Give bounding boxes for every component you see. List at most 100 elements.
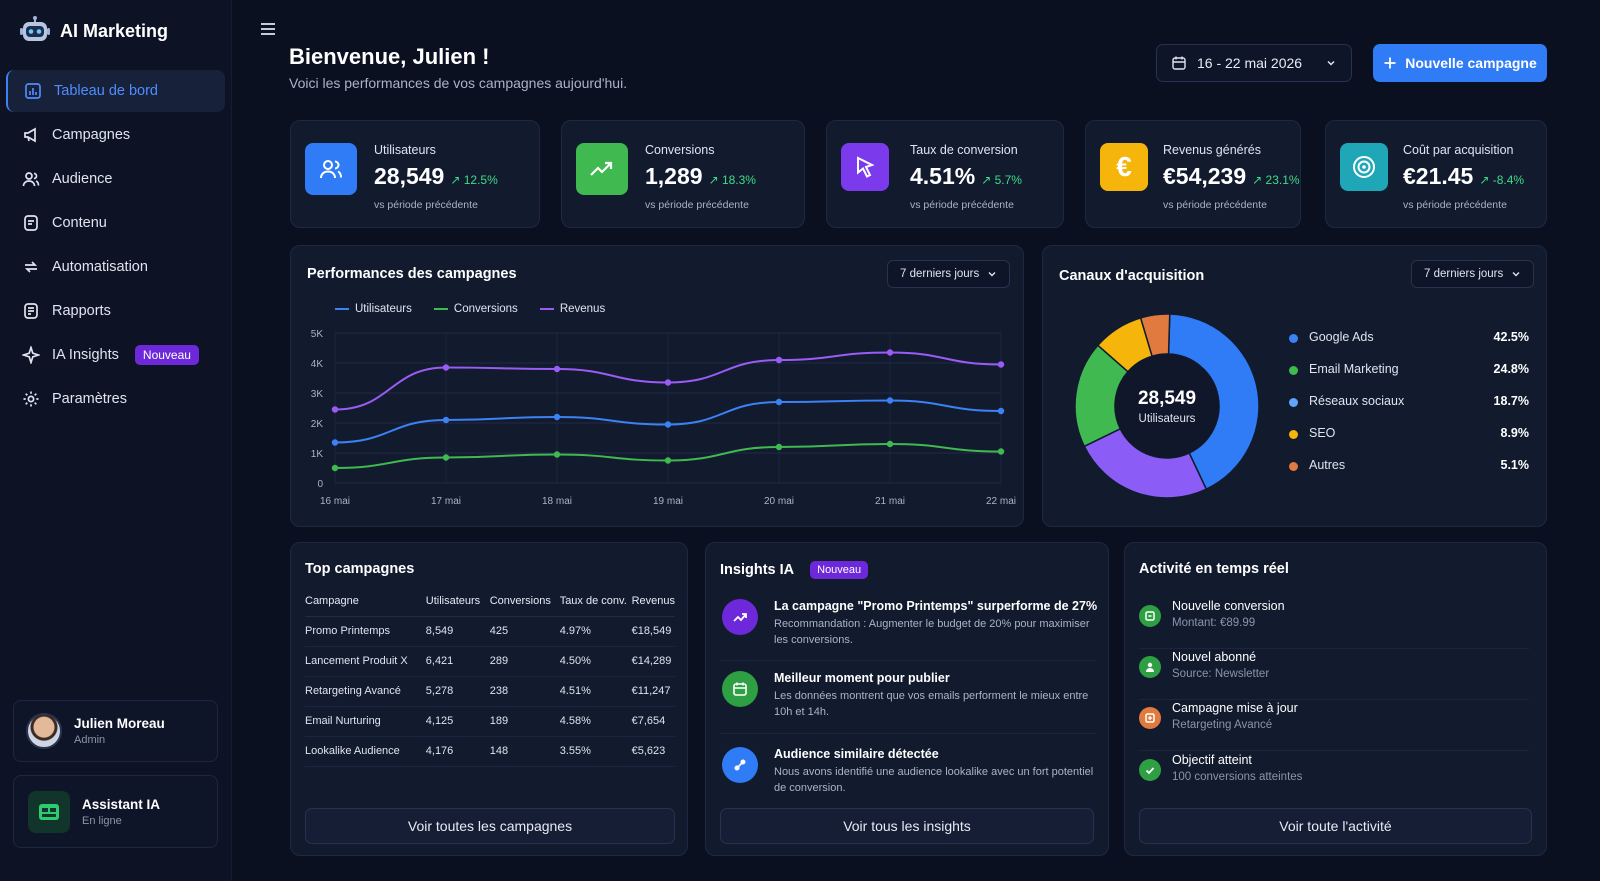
channel-legend-row[interactable]: SEO 8.9% bbox=[1289, 425, 1529, 445]
kpi-icon-bg bbox=[1340, 143, 1388, 191]
data-point[interactable] bbox=[442, 364, 450, 371]
data-point[interactable] bbox=[775, 443, 783, 451]
view-all-campaigns-button[interactable]: Voir toutes les campagnes bbox=[305, 808, 675, 844]
kpi-card-revenue[interactable]: € Revenus générés €54,239 ↗ 23.1% vs péri… bbox=[1085, 120, 1301, 228]
data-point[interactable] bbox=[331, 406, 339, 413]
data-point[interactable] bbox=[664, 421, 672, 428]
kpi-card-conversion-rate[interactable]: Taux de conversion 4.51% ↗ 5.7% vs périod… bbox=[826, 120, 1064, 228]
data-point[interactable] bbox=[886, 397, 894, 404]
performance-title: Performances des campagnes bbox=[307, 266, 517, 282]
sidebar-item-campaigns[interactable]: Campagnes bbox=[6, 114, 225, 156]
view-all-activity-button[interactable]: Voir toute l'activité bbox=[1139, 808, 1532, 844]
new-badge: Nouveau bbox=[810, 561, 869, 579]
data-point[interactable] bbox=[997, 407, 1005, 415]
kpi-icon-bg bbox=[305, 143, 357, 195]
user-role: Admin bbox=[74, 734, 106, 746]
table-row[interactable]: Lancement Produit X 6,421 289 4.50% €14,289 bbox=[305, 646, 675, 677]
column-header[interactable]: Utilisateurs bbox=[425, 586, 490, 617]
hamburger-menu-icon[interactable] bbox=[258, 20, 278, 38]
user-profile-card[interactable]: Julien Moreau Admin bbox=[13, 700, 218, 762]
activity-detail: Retargeting Avancé bbox=[1172, 719, 1273, 731]
sidebar-item-dashboard[interactable]: Tableau de bord bbox=[6, 70, 225, 112]
acquisition-range-select[interactable]: 7 derniers jours bbox=[1411, 260, 1535, 288]
sidebar-item-ia-insights[interactable]: IA Insights Nouveau bbox=[6, 334, 225, 376]
column-header[interactable]: Taux de conv. bbox=[559, 586, 632, 617]
table-row[interactable]: Email Nurturing 4,125 189 4.58% €7,654 bbox=[305, 706, 675, 737]
performance-range-select[interactable]: 7 derniers jours bbox=[887, 260, 1011, 288]
sidebar-item-content[interactable]: Contenu bbox=[6, 202, 225, 244]
donut-hole bbox=[1115, 354, 1219, 458]
legend-item[interactable]: Conversions bbox=[433, 303, 518, 315]
data-point[interactable] bbox=[886, 349, 894, 356]
sidebar-item-settings[interactable]: Paramètres bbox=[6, 378, 225, 420]
channel-percent: 42.5% bbox=[1493, 330, 1529, 344]
cell-revenue: €7,654 bbox=[631, 706, 675, 737]
data-point[interactable] bbox=[664, 457, 672, 464]
activity-item[interactable]: Nouvel abonné Source: Newsletter bbox=[1139, 650, 1529, 700]
sidebar-item-audience[interactable]: Audience bbox=[6, 158, 225, 200]
kpi-value-text: €54,239 bbox=[1163, 163, 1247, 189]
activity-icon-bg bbox=[1139, 656, 1161, 678]
data-point[interactable] bbox=[997, 448, 1005, 455]
kpi-card-cpa[interactable]: Coût par acquisition €21.45 ↗ -8.4% vs pé… bbox=[1325, 120, 1547, 228]
date-range-picker[interactable]: 16 - 22 mai 2026 bbox=[1156, 44, 1352, 82]
column-header[interactable]: Revenus bbox=[631, 586, 675, 617]
data-point[interactable] bbox=[331, 464, 339, 472]
performance-card: Performances des campagnes 7 derniers jo… bbox=[290, 245, 1024, 527]
column-header[interactable]: Conversions bbox=[489, 586, 560, 617]
data-point[interactable] bbox=[775, 356, 783, 364]
cell-campaign: Lancement Produit X bbox=[305, 646, 426, 677]
data-point[interactable] bbox=[553, 451, 561, 458]
table-row[interactable]: Retargeting Avancé 5,278 238 4.51% €11,247 bbox=[305, 676, 675, 707]
legend-dot bbox=[1289, 398, 1298, 407]
sidebar-item-reports[interactable]: Rapports bbox=[6, 290, 225, 332]
channel-percent: 24.8% bbox=[1493, 362, 1529, 376]
data-point[interactable] bbox=[553, 413, 561, 421]
page-title: Bienvenue, Julien ! bbox=[289, 44, 490, 69]
legend-label: Revenus bbox=[559, 303, 606, 315]
sidebar-item-automation[interactable]: Automatisation bbox=[6, 246, 225, 288]
y-tick-label: 0 bbox=[317, 479, 323, 490]
legend-dot bbox=[1289, 366, 1298, 375]
table-row[interactable]: Promo Printemps 8,549 425 4.97% €18,549 bbox=[305, 616, 675, 647]
legend-dot bbox=[1289, 462, 1298, 471]
new-campaign-button[interactable]: Nouvelle campagne bbox=[1373, 44, 1547, 82]
kpi-icon-bg bbox=[576, 143, 628, 195]
channel-percent: 5.1% bbox=[1500, 458, 1530, 472]
channel-percent: 8.9% bbox=[1500, 426, 1530, 440]
table-row[interactable]: Lookalike Audience 4,176 148 3.55% €5,623 bbox=[305, 736, 675, 767]
activity-item[interactable]: Nouvelle conversion Montant: €89.99 bbox=[1139, 599, 1529, 649]
calendar-icon bbox=[733, 682, 747, 696]
brand[interactable]: AI Marketing bbox=[20, 16, 168, 46]
assistant-card[interactable]: Assistant IA En ligne bbox=[13, 775, 218, 848]
kpi-compare: vs période précédente bbox=[645, 199, 749, 211]
channel-legend-row[interactable]: Autres 5.1% bbox=[1289, 457, 1529, 477]
column-header[interactable]: Campagne bbox=[305, 586, 426, 617]
cell-revenue: €11,247 bbox=[631, 676, 675, 707]
channel-legend-row[interactable]: Google Ads 42.5% bbox=[1289, 329, 1529, 349]
kpi-compare: vs période précédente bbox=[1403, 199, 1507, 211]
kpi-card-users[interactable]: Utilisateurs 28,549 ↗ 12.5% vs période pr… bbox=[290, 120, 540, 228]
channel-legend-row[interactable]: Email Marketing 24.8% bbox=[1289, 361, 1529, 381]
assistant-icon bbox=[28, 790, 70, 833]
data-point[interactable] bbox=[775, 398, 783, 406]
data-point[interactable] bbox=[442, 416, 450, 424]
kpi-card-conversions[interactable]: Conversions 1,289 ↗ 18.3% vs période préc… bbox=[561, 120, 805, 228]
kpi-label: Coût par acquisition bbox=[1403, 143, 1514, 157]
data-point[interactable] bbox=[553, 365, 561, 373]
data-point[interactable] bbox=[886, 440, 894, 448]
activity-item[interactable]: Campagne mise à jour Retargeting Avancé bbox=[1139, 701, 1529, 751]
activity-detail: Source: Newsletter bbox=[1172, 668, 1270, 680]
cell-users: 4,176 bbox=[425, 736, 490, 767]
link-icon bbox=[734, 759, 746, 771]
view-all-insights-button[interactable]: Voir tous les insights bbox=[720, 808, 1094, 844]
activity-item[interactable]: Objectif atteint 100 conversions atteint… bbox=[1139, 753, 1529, 803]
y-tick-label: 5K bbox=[311, 329, 324, 340]
legend-item[interactable]: Utilisateurs bbox=[335, 303, 412, 315]
data-point[interactable] bbox=[331, 439, 339, 446]
legend-item[interactable]: Revenus bbox=[539, 303, 606, 315]
data-point[interactable] bbox=[997, 361, 1005, 368]
data-point[interactable] bbox=[664, 379, 672, 386]
channel-legend-row[interactable]: Réseaux sociaux 18.7% bbox=[1289, 393, 1529, 413]
data-point[interactable] bbox=[442, 454, 450, 461]
